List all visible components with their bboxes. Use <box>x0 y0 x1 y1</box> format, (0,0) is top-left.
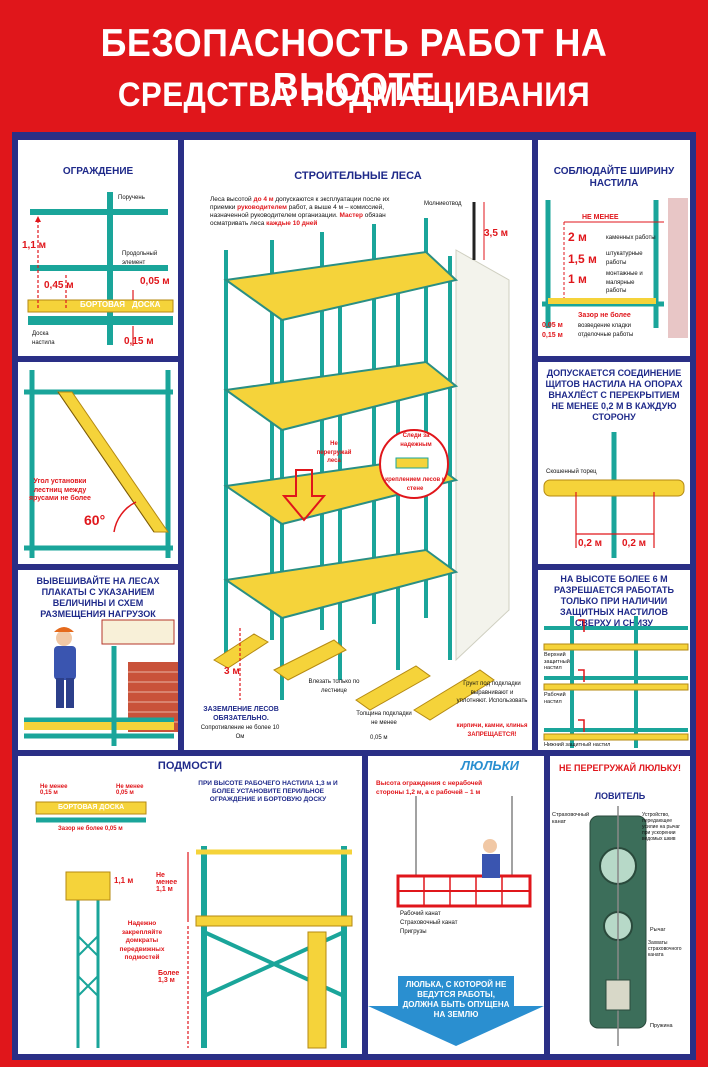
work-rope-label: Рабочий канат <box>400 911 441 917</box>
toeboard-label: БОРТОВАЯ ДОСКА <box>58 804 125 811</box>
grounding-note: Сопротивление не более 10 Ом <box>200 725 280 740</box>
dim-min-1-1: Не менее 1,1 м <box>156 872 178 893</box>
soil-warning: кирпичи, камни, клинья ЗАПРЕЩАЕТСЯ! <box>456 723 528 738</box>
panel-loads: ВЫВЕШИВАЙТЕ НА ЛЕСАХ ПЛАКАТЫ С УКАЗАНИЕМ… <box>18 570 178 750</box>
catcher-spring-label: Пружина <box>650 1023 673 1029</box>
ladder-only-note: Влезать только по лестнице <box>308 679 360 694</box>
dim-0-05: 0,05 м <box>140 276 170 287</box>
panel-cradles: ЛЮЛЬКИ Высота ограждения с нерабочей сто… <box>368 756 544 1054</box>
overlap-illustration <box>543 432 685 558</box>
label-toeboard-b: ДОСКА <box>132 300 161 309</box>
ladder-illustration <box>24 370 173 558</box>
panel-title: НА ВЫСОТЕ БОЛЕЕ 6 М РАЗРЕШАЕТСЯ РАБОТАТЬ… <box>554 574 674 628</box>
dim-0-15: 0,15 м <box>124 336 154 347</box>
label-longitudinal: Продольный элемент <box>122 251 158 266</box>
dim-over-1-3: Более 1,3 м <box>158 970 180 984</box>
jack-note: Надежно закрепляйте домкраты передвижных… <box>119 920 165 961</box>
panel-title: ЛЮЛЬКИ <box>461 758 519 773</box>
guardrail-illustration <box>27 192 174 346</box>
scaffold-intro: Леса высотой до 4 м допускаются к эксплу… <box>210 196 390 227</box>
width-2m-label: каменных работы <box>606 235 656 241</box>
panel-protective-decks: НА ВЫСОТЕ БОЛЕЕ 6 М РАЗРЕШАЕТСЯ РАБОТАТЬ… <box>538 570 690 750</box>
protective-decks-illustration <box>543 616 689 748</box>
catcher-rope-label: Страховочный канат <box>552 812 590 825</box>
gap-note: возведение кладки отделочные работы <box>578 323 634 338</box>
panel-title: ДОПУСКАЕТСЯ СОЕДИНЕНИЕ ЩИТОВ НАСТИЛА НА … <box>545 368 683 422</box>
dim-1-1: 1,1 м <box>114 876 134 885</box>
dim-0-45: 0,45 м <box>44 280 74 291</box>
width-1m-label: монтажные и малярные работы <box>606 271 643 294</box>
overlap-right: 0,2 м <box>622 538 647 549</box>
panel-overlap: ДОПУСКАЕТСЯ СОЕДИНЕНИЕ ЩИТОВ НАСТИЛА НА … <box>538 362 690 564</box>
lightning-rod-label: Молниеотвод <box>424 201 462 207</box>
pad-note: Толщина подкладки не менее <box>356 711 412 726</box>
scaffold-illustration <box>213 202 510 721</box>
cradles-illustration <box>368 796 544 1046</box>
panel-title: ВЫВЕШИВАЙТЕ НА ЛЕСАХ ПЛАКАТЫ С УКАЗАНИЕМ… <box>36 576 160 619</box>
panel-guardrail: ОГРАЖДЕНИЕ Поручень Продольный элемент Д… <box>18 140 178 356</box>
dim-1-1: 1,1 м <box>22 240 47 251</box>
panel-main-scaffold: СТРОИТЕЛЬНЫЕ ЛЕСА Леса высотой до 4 м до… <box>184 140 532 750</box>
label-handrail: Поручень <box>118 195 145 201</box>
deck-width-illustration <box>542 198 688 338</box>
catcher-illustration <box>589 806 647 1046</box>
catcher-device-label: Устройство, передающее усилие на рычаг п… <box>642 812 681 842</box>
dim-3: 3 м <box>224 666 240 677</box>
platforms-illustration <box>35 801 353 1049</box>
work-deck-label: Рабочий настил <box>544 692 566 705</box>
panel-catcher: НЕ ПЕРЕГРУЖАЙ ЛЮЛЬКУ! ЛОВИТЕЛЬ Страховоч… <box>550 756 690 1054</box>
panel-title: ОГРАЖДЕНИЕ <box>62 166 134 177</box>
platform-rule: ПРИ ВЫСОТЕ РАБОЧЕГО НАСТИЛА 1,3 м И БОЛЕ… <box>198 780 338 803</box>
upper-deck-label: Верхний защитный настил <box>544 652 570 671</box>
catcher-lever-label: Рычаг <box>650 927 666 933</box>
ladder-angle-note: Угол установки лестниц между ярусами не … <box>29 478 91 502</box>
gap-0-05: 0,05 м <box>542 322 563 329</box>
loads-illustration <box>24 619 178 746</box>
cradle-note: Высота ограждения с нерабочей стороны 1,… <box>376 780 483 796</box>
panel-title: ПОДМОСТИ <box>157 760 223 772</box>
anchor-label: креплением лесов к стене <box>385 477 445 492</box>
gap-label: Зазор не более <box>578 312 631 319</box>
width-1-5m: 1,5 м <box>568 252 597 266</box>
safety-rope-label: Страховочный канат <box>400 920 458 926</box>
poster-subtitle: СРЕДСТВА ПОДМАЩИВАНИЯ <box>117 76 591 114</box>
label-toeboard-a: БОРТОВАЯ <box>80 300 126 309</box>
dim-3-5: 3,5 м <box>484 228 509 239</box>
dim-min-0-05: Не менее 0,05 м <box>116 784 144 796</box>
ladder-angle: 60° <box>84 512 106 528</box>
panel-platforms: ПОДМОСТИ ПРИ ВЫСОТЕ РАБОЧЕГО НАСТИЛА 1,3… <box>18 756 362 1054</box>
width-1m: 1 м <box>568 272 587 286</box>
panel-title: СОБЛЮДАЙТЕ ШИРИНУ НАСТИЛА <box>553 166 675 189</box>
width-1-5m-label: штукатурные работы <box>606 251 643 266</box>
width-2m: 2 м <box>568 230 587 244</box>
panel-deck-width: СОБЛЮДАЙТЕ ШИРИНУ НАСТИЛА НЕ МЕНЕЕ 2 м к… <box>538 140 690 356</box>
min-label: НЕ МЕНЕЕ <box>582 214 619 221</box>
cradle-lower-warning: ЛЮЛЬКА, С КОТОРОЙ НЕ ВЕДУТСЯ РАБОТЫ, ДОЛ… <box>402 980 510 1019</box>
no-overload-label: Не перегружай леса <box>316 441 352 464</box>
panel-ladder: Угол установки лестниц между ярусами не … <box>18 362 178 564</box>
pad-value: 0,05 м <box>370 735 388 741</box>
gap-0-15: 0,15 м <box>542 332 563 339</box>
catcher-subtitle: ЛОВИТЕЛЬ <box>594 791 646 801</box>
poster-title: БЕЗОПАСНОСТЬ РАБОТ НА ВЫСОТЕ <box>100 22 608 109</box>
dim-gap-0-05: Зазор не более 0,05 м <box>58 826 123 832</box>
soil-note: Грунт под подкладки выравнивают и уплотн… <box>456 681 528 704</box>
lower-deck-label: Нижний защитный настил <box>544 742 611 748</box>
dim-min-0-15: Не менее 0,15 м <box>40 784 68 796</box>
bevel-label: Скошенный торец <box>546 469 597 475</box>
watch-label: Следи за надежным <box>400 433 432 448</box>
poster-board: ОГРАЖДЕНИЕ Поручень Продольный элемент Д… <box>12 132 696 1060</box>
label-deck-board: Доска настила <box>32 331 55 346</box>
header: БЕЗОПАСНОСТЬ РАБОТ НА ВЫСОТЕ СРЕДСТВА ПО… <box>0 0 708 128</box>
catcher-grips-label: Захваты страховочного каната <box>648 940 682 958</box>
panel-title: НЕ ПЕРЕГРУЖАЙ ЛЮЛЬКУ! <box>558 763 682 773</box>
grounding-label: ЗАЗЕМЛЕНИЕ ЛЕСОВ ОБЯЗАТЕЛЬНО. <box>203 706 279 722</box>
panel-title: СТРОИТЕЛЬНЫЕ ЛЕСА <box>294 170 422 182</box>
weights-label: Пригрузы <box>400 929 427 935</box>
overlap-left: 0,2 м <box>578 538 603 549</box>
